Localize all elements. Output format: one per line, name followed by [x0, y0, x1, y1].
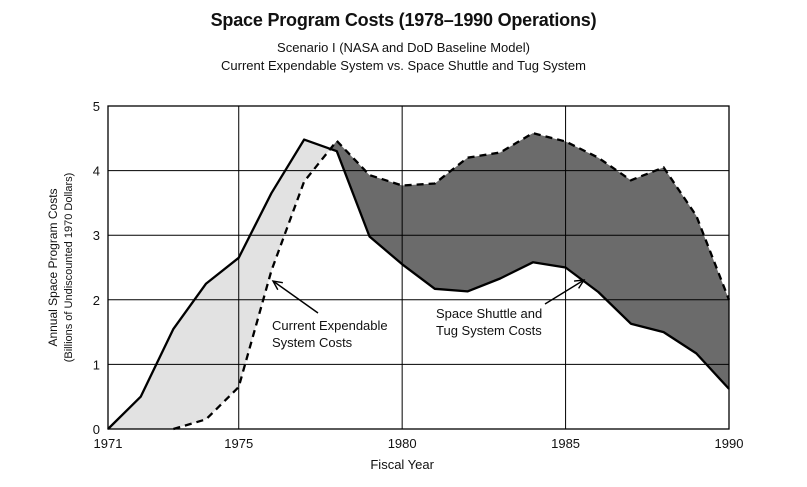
y-axis-label-line-1: Annual Space Program Costs	[46, 188, 60, 346]
y-axis-label-line-2: (Billions of Undiscounted 1970 Dollars)	[63, 173, 75, 363]
annotation-arrow-icon	[271, 280, 283, 291]
y-tick-label: 4	[93, 164, 100, 179]
y-tick-label: 5	[93, 99, 100, 114]
x-tick-label: 1980	[388, 436, 417, 451]
annotation-text: System Costs	[272, 335, 353, 350]
annotation-text: Space Shuttle and	[436, 306, 542, 321]
annotation-text: Current Expendable	[272, 318, 388, 333]
x-tick-label: 1975	[224, 436, 253, 451]
expendable-excess-area	[108, 139, 331, 429]
annotation-shuttle-tug: Space Shuttle and Tug System Costs	[436, 279, 586, 338]
annotation-arrow-icon	[573, 279, 586, 289]
plot-frame	[107, 105, 730, 430]
chart-title: Space Program Costs (1978–1990 Operation…	[210, 10, 597, 30]
y-tick-label: 3	[93, 228, 100, 243]
y-tick-label: 2	[93, 293, 100, 308]
annotation-arrow-shaft	[272, 280, 319, 314]
shuttle-savings-area	[330, 133, 729, 389]
annotation-expendable: Current Expendable System Costs	[271, 280, 388, 350]
y-tick-label: 0	[93, 422, 100, 437]
shuttle-tug-cost-line	[107, 138, 730, 430]
chart-subtitle-line-2: Current Expendable System vs. Space Shut…	[221, 58, 586, 73]
x-axis-label: Fiscal Year	[370, 457, 434, 472]
expendable-cost-line	[173, 131, 731, 431]
x-tick-label: 1990	[715, 436, 744, 451]
chart-subtitle-line-1: Scenario I (NASA and DoD Baseline Model)	[277, 40, 530, 55]
x-tick-label: 1985	[551, 436, 580, 451]
annotation-arrow-shaft	[544, 279, 585, 305]
annotation-text: Tug System Costs	[436, 323, 542, 338]
y-tick-label: 1	[93, 357, 100, 372]
x-tick-label: 1971	[94, 436, 123, 451]
